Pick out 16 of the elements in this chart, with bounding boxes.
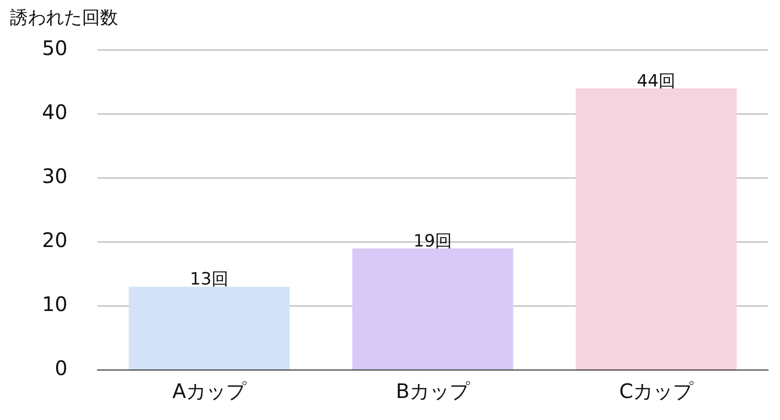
x-tick-label: Aカップ: [172, 379, 248, 404]
y-tick-label: 40: [42, 100, 68, 124]
y-tick-label: 50: [42, 36, 68, 60]
bar: [128, 286, 290, 370]
y-tick-label: 0: [54, 356, 68, 380]
data-label: 19回: [413, 231, 452, 252]
y-tick-label: 30: [42, 164, 68, 188]
bar: [352, 248, 514, 370]
bar: [576, 88, 737, 370]
data-label: 13回: [190, 270, 229, 290]
data-label: 44回: [636, 71, 676, 92]
y-tick-label: 20: [42, 228, 68, 252]
x-tick-label: Bカップ: [396, 379, 471, 404]
y-tick-label: 10: [42, 292, 68, 316]
x-tick-label: Cカップ: [619, 379, 694, 404]
y-axis-title: 誘われた回数: [10, 8, 118, 29]
